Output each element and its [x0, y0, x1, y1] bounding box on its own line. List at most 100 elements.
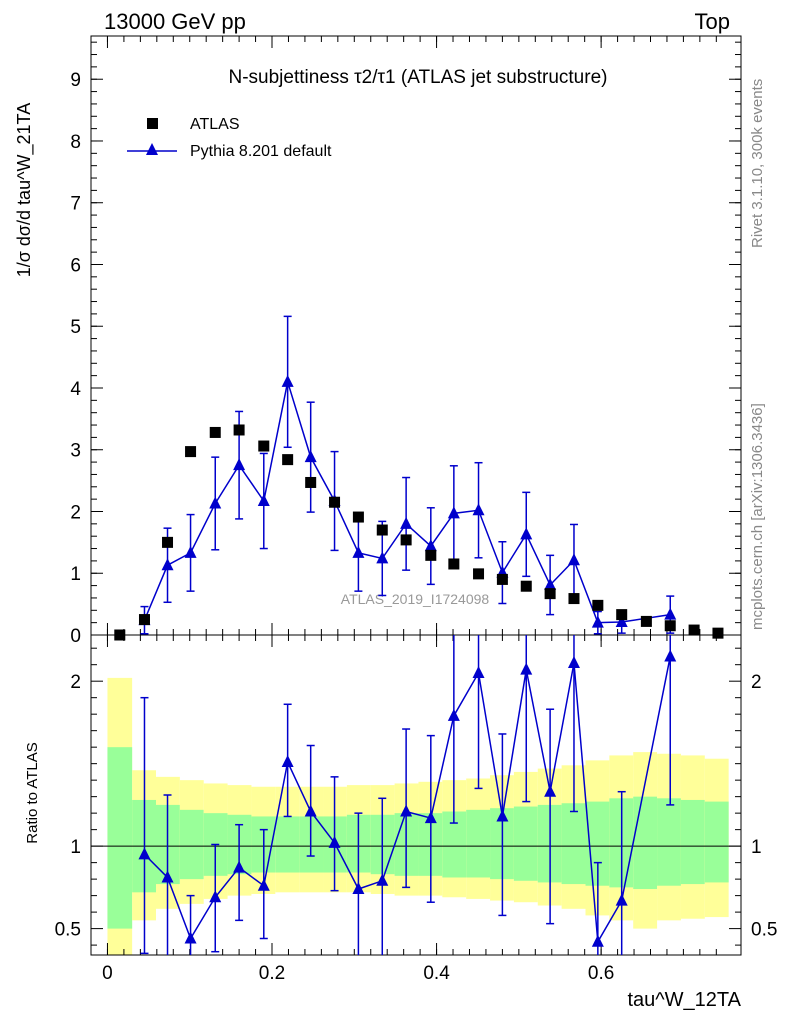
ratio-pythia-point — [615, 893, 628, 906]
atlas-point — [592, 599, 604, 611]
ratio-pythia-point — [281, 755, 294, 768]
pythia-point — [257, 493, 270, 506]
ratio-pythia-point — [233, 860, 246, 873]
pythia-point — [567, 553, 580, 566]
main-ylabel-text: 1/σ dσ/d tau^W_21TA — [14, 103, 35, 277]
ratio-pythia-point — [520, 662, 533, 675]
pythia-series-line — [143, 381, 671, 624]
pythia-point — [304, 450, 317, 463]
ratio-pythia-point — [472, 665, 485, 678]
ratio-band-inner — [513, 806, 538, 881]
main-plot-frame — [90, 35, 742, 636]
energy-label: 13000 GeV pp — [104, 9, 246, 34]
mcplots-label: mcplots.cern.ch [arXiv:1306.3436] — [749, 403, 766, 630]
ratio-plot-frame — [90, 634, 742, 956]
ratio-pythia-point — [544, 784, 557, 797]
ratio-pythia-point — [352, 882, 365, 895]
pythia-point — [209, 496, 222, 509]
pythia-point — [520, 527, 533, 540]
main-ytick-label: 3 — [70, 441, 81, 462]
ratio-ylabel: Ratio to ATLAS — [24, 742, 41, 843]
ratio-pythia-point — [161, 870, 174, 883]
ratio-band-inner — [561, 803, 586, 885]
atlas-point — [400, 534, 412, 546]
ratio-band-inner — [704, 801, 729, 883]
atlas-point — [425, 549, 437, 561]
pythia-point — [400, 516, 413, 529]
atlas-point — [688, 624, 700, 636]
ratio-xtick-label: 0.4 — [423, 963, 450, 984]
ratio-pythia-point — [400, 804, 413, 817]
atlas-point — [162, 536, 174, 548]
ratio-pythia-point — [257, 878, 270, 891]
pythia-point — [424, 539, 437, 552]
ratio-pythia-point — [304, 804, 317, 817]
ratio-pythia-point — [138, 847, 151, 860]
atlas-point — [209, 426, 221, 438]
ratio-ytick-label: 0.5 — [55, 920, 81, 941]
watermark: ATLAS_2019_I1724098 — [341, 591, 490, 607]
main-ytick-label: 9 — [70, 70, 81, 91]
ratio-ytick-label: 2 — [70, 672, 81, 693]
rivet-label: Rivet 3.1.10, 300k events — [749, 79, 766, 248]
pythia-point — [664, 607, 677, 620]
atlas-point — [496, 573, 508, 585]
atlas-point — [138, 614, 150, 626]
atlas-point — [185, 446, 197, 458]
ratio-band-inner — [275, 816, 300, 873]
main-ytick-label: 4 — [70, 379, 81, 400]
ratio-pythia-point — [447, 708, 460, 721]
main-y-axis-label: 1/σ dσ/d tau^W_21TA — [14, 103, 35, 277]
pythia-point — [233, 458, 246, 471]
main-panel: N-subjettiness τ2/τ1 (ATLAS jet substruc… — [14, 35, 742, 647]
legend-pythia-label: Pythia 8.201 default — [190, 143, 332, 160]
main-ytick-label: 2 — [70, 502, 81, 523]
ratio-xtick-label: 0.6 — [588, 963, 614, 984]
main-ytick-label: 6 — [70, 255, 81, 276]
atlas-point — [448, 558, 460, 570]
main-title: N-subjettiness τ2/τ1 (ATLAS jet substruc… — [229, 67, 608, 88]
legend-atlas-label: ATLAS — [190, 116, 240, 133]
process-label: Top — [695, 9, 730, 34]
ratio-pythia-point — [496, 809, 509, 822]
ratio-band-inner — [442, 811, 467, 878]
legend-atlas-marker — [147, 118, 158, 129]
atlas-point — [664, 620, 676, 632]
main-ytick-label: 8 — [70, 132, 81, 153]
pythia-point — [376, 551, 389, 564]
atlas-point — [376, 524, 388, 536]
ratio-band-inner — [680, 799, 705, 885]
atlas-point — [233, 424, 245, 436]
ratio-pythia-point — [424, 811, 437, 824]
main-ytick-label: 0 — [70, 626, 81, 647]
ratio-pythia-point — [591, 934, 604, 947]
ratio-ytick-label-right: 1 — [751, 837, 762, 858]
pythia-point — [472, 503, 485, 516]
atlas-point — [352, 511, 364, 523]
atlas-point — [568, 593, 580, 605]
ratio-band-inner — [107, 747, 133, 929]
ratio-ytick-label: 1 — [70, 837, 81, 858]
main-ytick-label: 5 — [70, 317, 81, 338]
ratio-xtick-label: 0 — [102, 963, 113, 984]
pythia-point — [352, 545, 365, 558]
atlas-point — [258, 440, 270, 452]
ratio-band-inner — [179, 809, 204, 880]
atlas-point — [305, 476, 317, 488]
pythia-point — [161, 558, 174, 571]
pythia-point — [544, 577, 557, 590]
pythia-point — [447, 506, 460, 519]
atlas-point — [329, 496, 341, 508]
atlas-point — [616, 609, 628, 621]
ratio-pythia-point — [664, 649, 677, 662]
ratio-band-inner — [657, 798, 681, 886]
ratio-pythia-point — [209, 890, 222, 903]
ratio-pythia-line — [143, 656, 671, 945]
ratio-pythia-point — [328, 835, 341, 848]
pythia-point — [615, 615, 628, 628]
atlas-point — [473, 568, 485, 580]
pythia-point — [281, 374, 294, 387]
pythia-point — [184, 545, 197, 558]
ratio-pythia-point — [184, 931, 197, 944]
